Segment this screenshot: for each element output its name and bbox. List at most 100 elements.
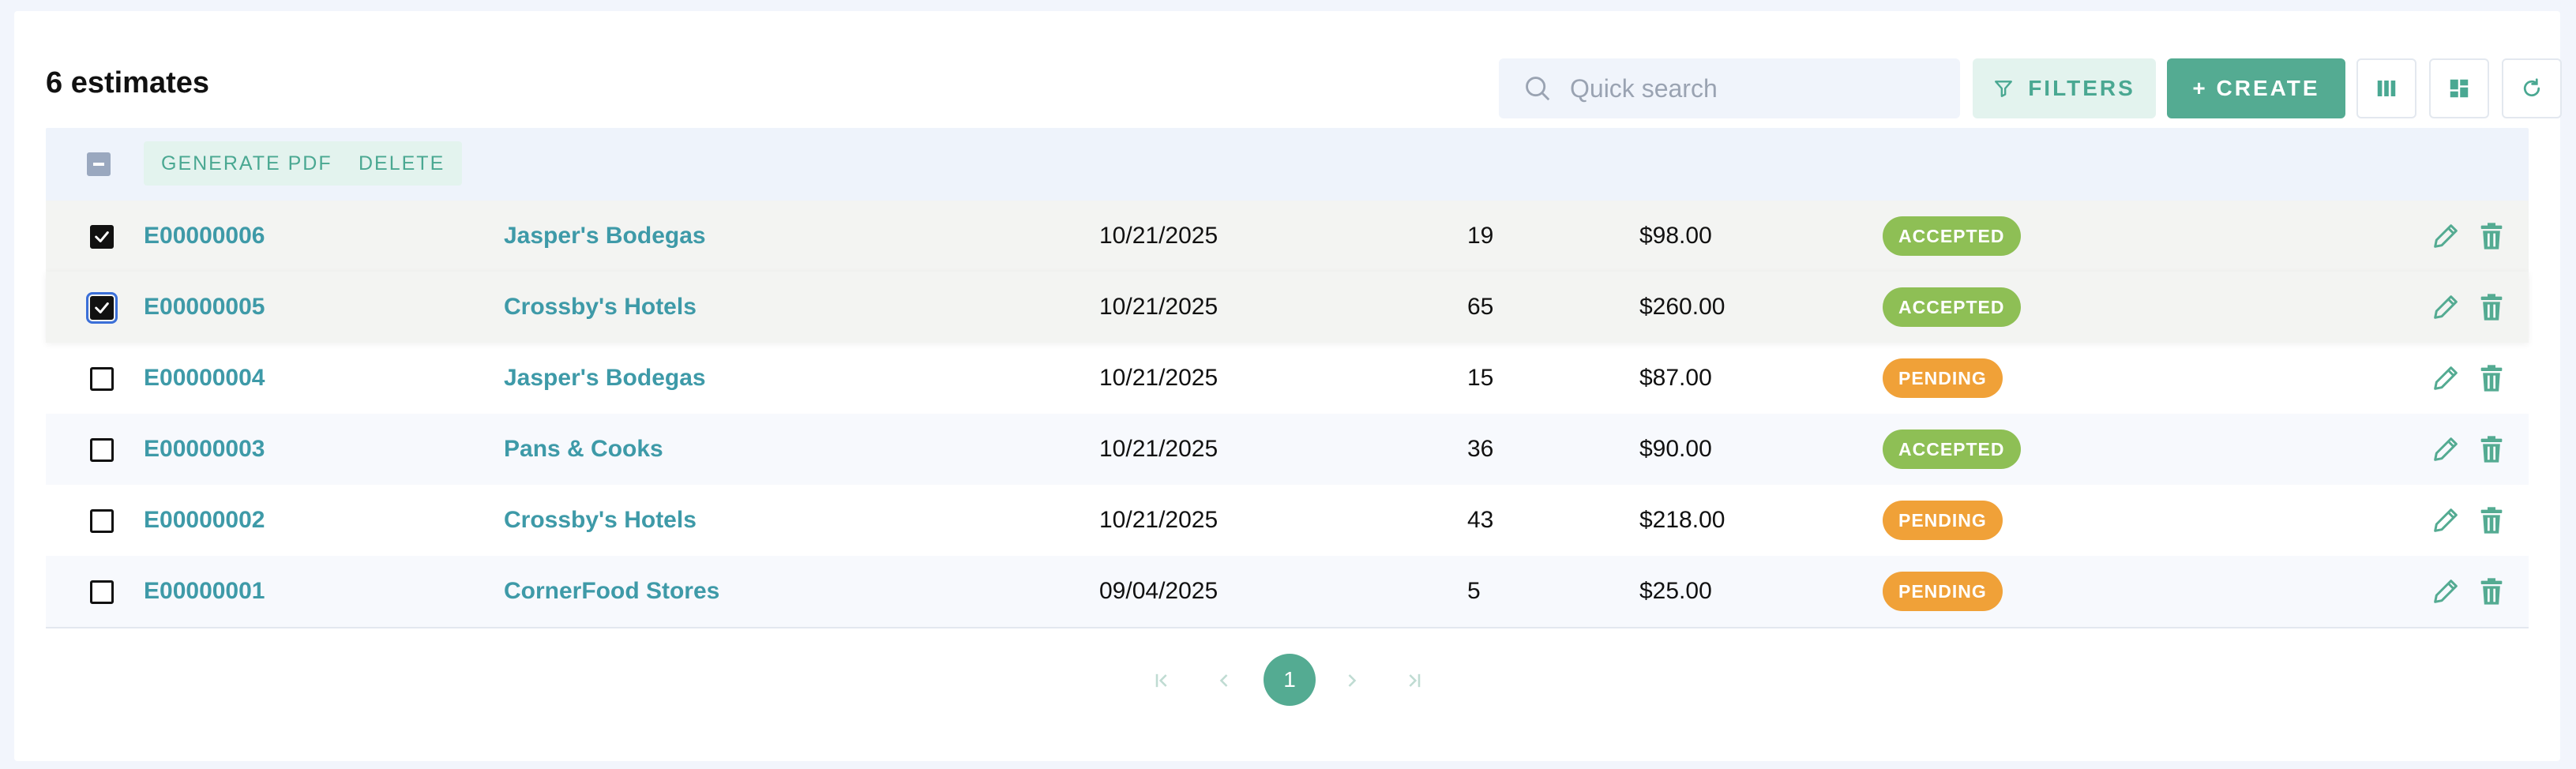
date-cell: 09/04/2025 (1099, 578, 1219, 604)
status-badge: ACCEPTED (1883, 287, 2021, 327)
trash-icon (2480, 223, 2503, 249)
row-checkbox[interactable] (90, 367, 114, 391)
quantity-cell: 36 (1467, 436, 1494, 462)
estimates-panel: 6 estimates FILTERS + CREATE GENERATE PD… (14, 11, 2562, 761)
trash-icon (2480, 436, 2503, 463)
amount-cell: $25.00 (1639, 578, 1712, 604)
search-input[interactable] (1570, 73, 1949, 103)
next-page-button[interactable] (1330, 658, 1374, 703)
edit-button[interactable] (2428, 360, 2464, 396)
table-row[interactable]: E00000006 Jasper's Bodegas 10/21/2025 19 $98… (46, 201, 2529, 272)
delete-button[interactable] (2473, 431, 2510, 467)
estimate-number-link[interactable]: E00000005 (144, 294, 265, 320)
customer-link[interactable]: Jasper's Bodegas (504, 365, 706, 391)
amount-cell: $260.00 (1639, 294, 1725, 320)
delete-button[interactable] (2473, 573, 2510, 610)
status-badge: ACCEPTED (1883, 216, 2021, 256)
trash-icon (2480, 294, 2503, 321)
trash-icon (2480, 365, 2503, 392)
select-all-checkbox[interactable] (87, 152, 111, 176)
status-badge: ACCEPTED (1883, 430, 2021, 469)
row-checkbox[interactable] (90, 225, 114, 249)
filters-button[interactable]: FILTERS (1973, 58, 2156, 118)
date-cell: 10/21/2025 (1099, 294, 1219, 320)
check-icon (95, 302, 109, 313)
bulk-actions-bar: GENERATE PDF DELETE (46, 128, 2529, 201)
trash-icon (2480, 507, 2503, 534)
table-row[interactable]: E00000003 Pans & Cooks 10/21/2025 36 $90.00 A… (46, 414, 2529, 485)
refresh-button[interactable] (2502, 58, 2562, 118)
amount-cell: $218.00 (1639, 507, 1725, 533)
customer-link[interactable]: Crossby's Hotels (504, 507, 697, 533)
estimate-number-link[interactable]: E00000004 (144, 365, 265, 391)
edit-button[interactable] (2428, 289, 2464, 325)
prev-page-button[interactable] (1202, 658, 1246, 703)
page-button-current[interactable]: 1 (1264, 654, 1316, 706)
status-badge: PENDING (1883, 501, 2003, 540)
edit-button[interactable] (2428, 502, 2464, 538)
table-row[interactable]: E00000004 Jasper's Bodegas 10/21/2025 15 $87… (46, 343, 2529, 414)
columns-icon (2377, 81, 2396, 96)
filter-icon (1995, 81, 2013, 97)
list-header: 6 estimates FILTERS + CREATE (46, 58, 2562, 122)
check-icon (95, 231, 109, 242)
table-divider (46, 627, 2529, 628)
pencil-icon (2434, 224, 2458, 248)
table-body: E00000006 Jasper's Bodegas 10/21/2025 19 $98… (46, 201, 2529, 627)
date-cell: 10/21/2025 (1099, 365, 1219, 391)
columns-button[interactable] (2356, 58, 2416, 118)
estimate-number-link[interactable]: E00000006 (144, 223, 265, 249)
status-badge: PENDING (1883, 358, 2003, 398)
date-cell: 10/21/2025 (1099, 507, 1219, 533)
table-row[interactable]: E00000001 CornerFood Stores 09/04/2025 5 $25… (46, 556, 2529, 627)
create-button[interactable]: + CREATE (2167, 58, 2345, 118)
row-checkbox[interactable] (90, 509, 114, 533)
pencil-icon (2434, 366, 2458, 390)
delete-button[interactable] (2473, 360, 2510, 396)
last-page-icon (1409, 673, 1421, 688)
quick-search[interactable] (1499, 58, 1960, 118)
delete-button[interactable] (2473, 218, 2510, 254)
estimate-number-link[interactable]: E00000002 (144, 507, 265, 533)
delete-button[interactable] (2473, 502, 2510, 538)
row-checkbox[interactable] (90, 438, 114, 462)
chevron-right-icon (1348, 674, 1357, 687)
create-label: + CREATE (2192, 76, 2320, 100)
customer-link[interactable]: CornerFood Stores (504, 578, 720, 604)
estimate-number-link[interactable]: E00000001 (144, 578, 265, 604)
edit-button[interactable] (2428, 218, 2464, 254)
row-checkbox[interactable] (86, 292, 118, 324)
quantity-cell: 65 (1467, 294, 1494, 320)
edit-button[interactable] (2428, 573, 2464, 610)
pencil-icon (2434, 437, 2458, 461)
table-row[interactable]: E00000005 Crossby's Hotels 10/21/2025 65 $26… (46, 272, 2529, 343)
dashboard-icon (2450, 79, 2469, 98)
trash-icon (2480, 578, 2503, 605)
quantity-cell: 43 (1467, 507, 1494, 533)
estimates-table: GENERATE PDF DELETE E00000006 Jasper's Bo… (46, 128, 2529, 628)
customer-link[interactable]: Pans & Cooks (504, 436, 663, 462)
row-checkbox[interactable] (90, 580, 114, 604)
last-page-button[interactable] (1391, 658, 1436, 703)
filters-label: FILTERS (2028, 76, 2135, 100)
first-page-button[interactable] (1140, 658, 1185, 703)
delete-selected-button[interactable]: DELETE (341, 141, 463, 186)
customer-link[interactable]: Crossby's Hotels (504, 294, 697, 320)
status-badge: PENDING (1883, 572, 2003, 611)
customer-link[interactable]: Jasper's Bodegas (504, 223, 706, 249)
delete-button[interactable] (2473, 289, 2510, 325)
page-title: 6 estimates (46, 66, 210, 99)
quantity-cell: 15 (1467, 365, 1494, 391)
amount-cell: $90.00 (1639, 436, 1712, 462)
pagination: 1 (14, 652, 2560, 707)
estimate-number-link[interactable]: E00000003 (144, 436, 265, 462)
generate-pdf-button[interactable]: GENERATE PDF (144, 141, 350, 186)
density-button[interactable] (2429, 58, 2489, 118)
edit-button[interactable] (2428, 431, 2464, 467)
quantity-cell: 5 (1467, 578, 1481, 604)
pencil-icon (2434, 295, 2458, 319)
amount-cell: $98.00 (1639, 223, 1712, 249)
table-row[interactable]: E00000002 Crossby's Hotels 10/21/2025 43 $21… (46, 485, 2529, 556)
chevron-left-icon (1219, 674, 1228, 687)
quantity-cell: 19 (1467, 223, 1494, 249)
